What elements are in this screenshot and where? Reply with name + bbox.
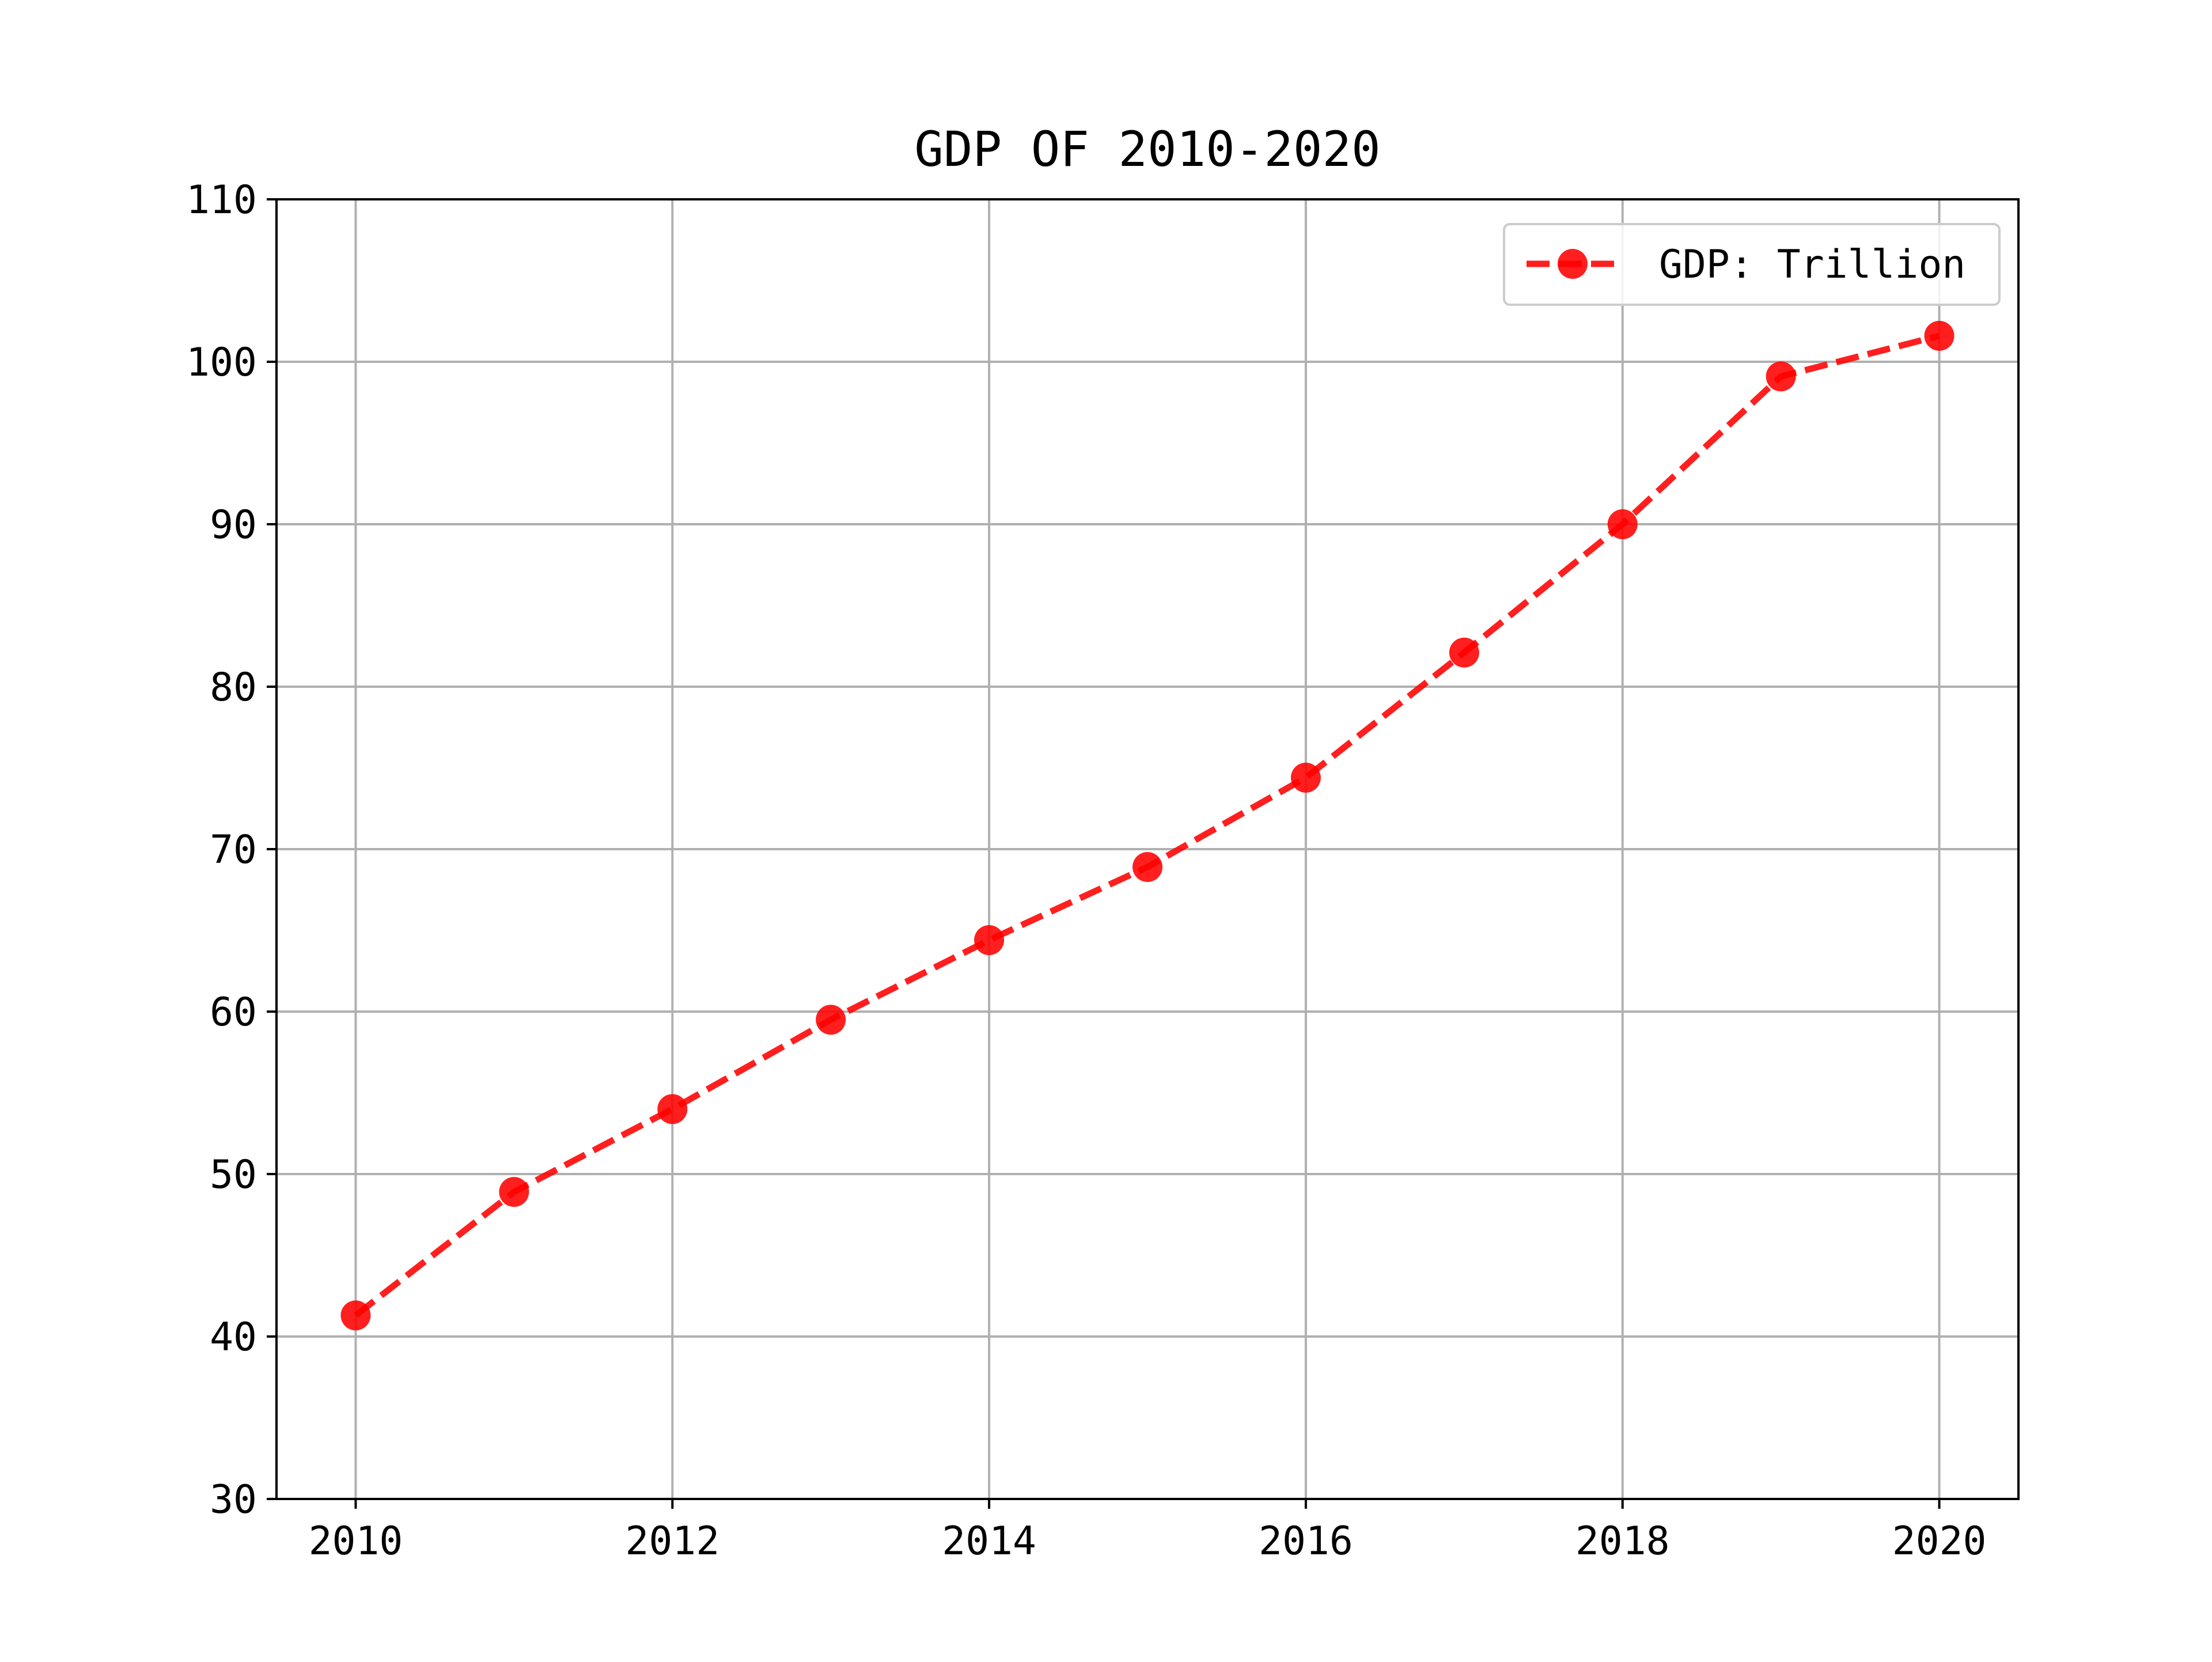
y-tick-label: 110 [186, 177, 257, 223]
data-point [1449, 637, 1479, 668]
x-tick-label: 2018 [1575, 1519, 1670, 1564]
x-tick-label: 2010 [309, 1519, 403, 1564]
y-tick-label: 100 [186, 340, 257, 385]
x-tick-label: 2016 [1259, 1519, 1353, 1564]
data-point [657, 1094, 688, 1125]
legend-box [1503, 223, 2001, 306]
series-layer [340, 320, 1955, 1331]
data-point [1766, 361, 1796, 392]
y-tick-label: 40 [210, 1315, 257, 1360]
y-tick-label: 70 [210, 827, 257, 873]
y-tick-label: 80 [210, 665, 257, 710]
y-tick-label: 90 [210, 502, 257, 548]
data-point [499, 1177, 529, 1207]
y-tick-label: 30 [210, 1477, 257, 1523]
y-axis: 30 40 50 60 70 80 90 100 110 [186, 177, 276, 1523]
x-tick-label: 2020 [1892, 1519, 1987, 1564]
data-point [1132, 852, 1162, 883]
x-tick-label: 2012 [625, 1519, 719, 1564]
data-point [1924, 320, 1955, 351]
legend-marker [1558, 249, 1588, 279]
chart-title: GDP OF 2010-2020 [914, 121, 1380, 177]
legend-label: GDP: Trillion [1659, 242, 1965, 287]
legend: GDP: Trillion [1503, 223, 2001, 306]
data-point [1607, 509, 1638, 539]
y-tick-label: 60 [210, 990, 257, 1035]
x-tick-label: 2014 [942, 1519, 1036, 1564]
y-tick-label: 50 [210, 1152, 257, 1198]
data-point [816, 1005, 846, 1035]
data-point [1290, 762, 1321, 793]
data-point [340, 1300, 371, 1331]
x-axis: 2010 2012 2014 2016 2018 2020 [309, 1499, 1987, 1564]
data-point [974, 925, 1005, 955]
